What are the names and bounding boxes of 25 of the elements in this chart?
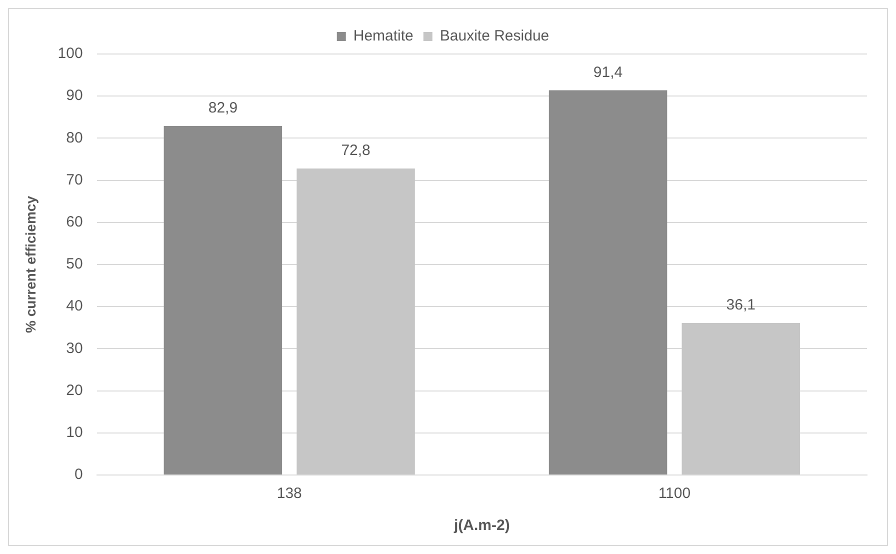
y-tick-label: 30 <box>66 340 83 357</box>
y-tick-label: 10 <box>66 424 83 442</box>
bar <box>548 90 668 474</box>
bar <box>296 168 415 474</box>
y-tick-label: 40 <box>66 298 83 315</box>
y-tick-label: 0 <box>74 466 83 484</box>
y-tick-label: 60 <box>66 214 83 231</box>
x-axis-title: j(A.m-2) <box>452 517 510 534</box>
x-tick-label: 1100 <box>658 485 691 502</box>
y-axis-title: % current efficiemcy <box>22 196 38 333</box>
legend-label: Bauxite Residue <box>440 28 550 45</box>
data-label: 72,8 <box>341 142 370 160</box>
data-label: 91,4 <box>593 64 623 81</box>
y-tick-label: 80 <box>66 129 83 146</box>
y-tick-label: 50 <box>66 256 83 273</box>
y-tick-label: 90 <box>66 87 83 104</box>
data-label: 36,1 <box>726 296 756 314</box>
y-tick-label: 20 <box>66 382 83 399</box>
bar <box>164 126 282 474</box>
data-label: 82,9 <box>208 100 238 117</box>
y-tick-label: 70 <box>66 171 83 188</box>
x-tick-label: 138 <box>276 485 302 502</box>
y-tick-label: 100 <box>58 45 83 62</box>
bar <box>682 323 800 474</box>
legend-label: Hematite <box>353 28 414 45</box>
